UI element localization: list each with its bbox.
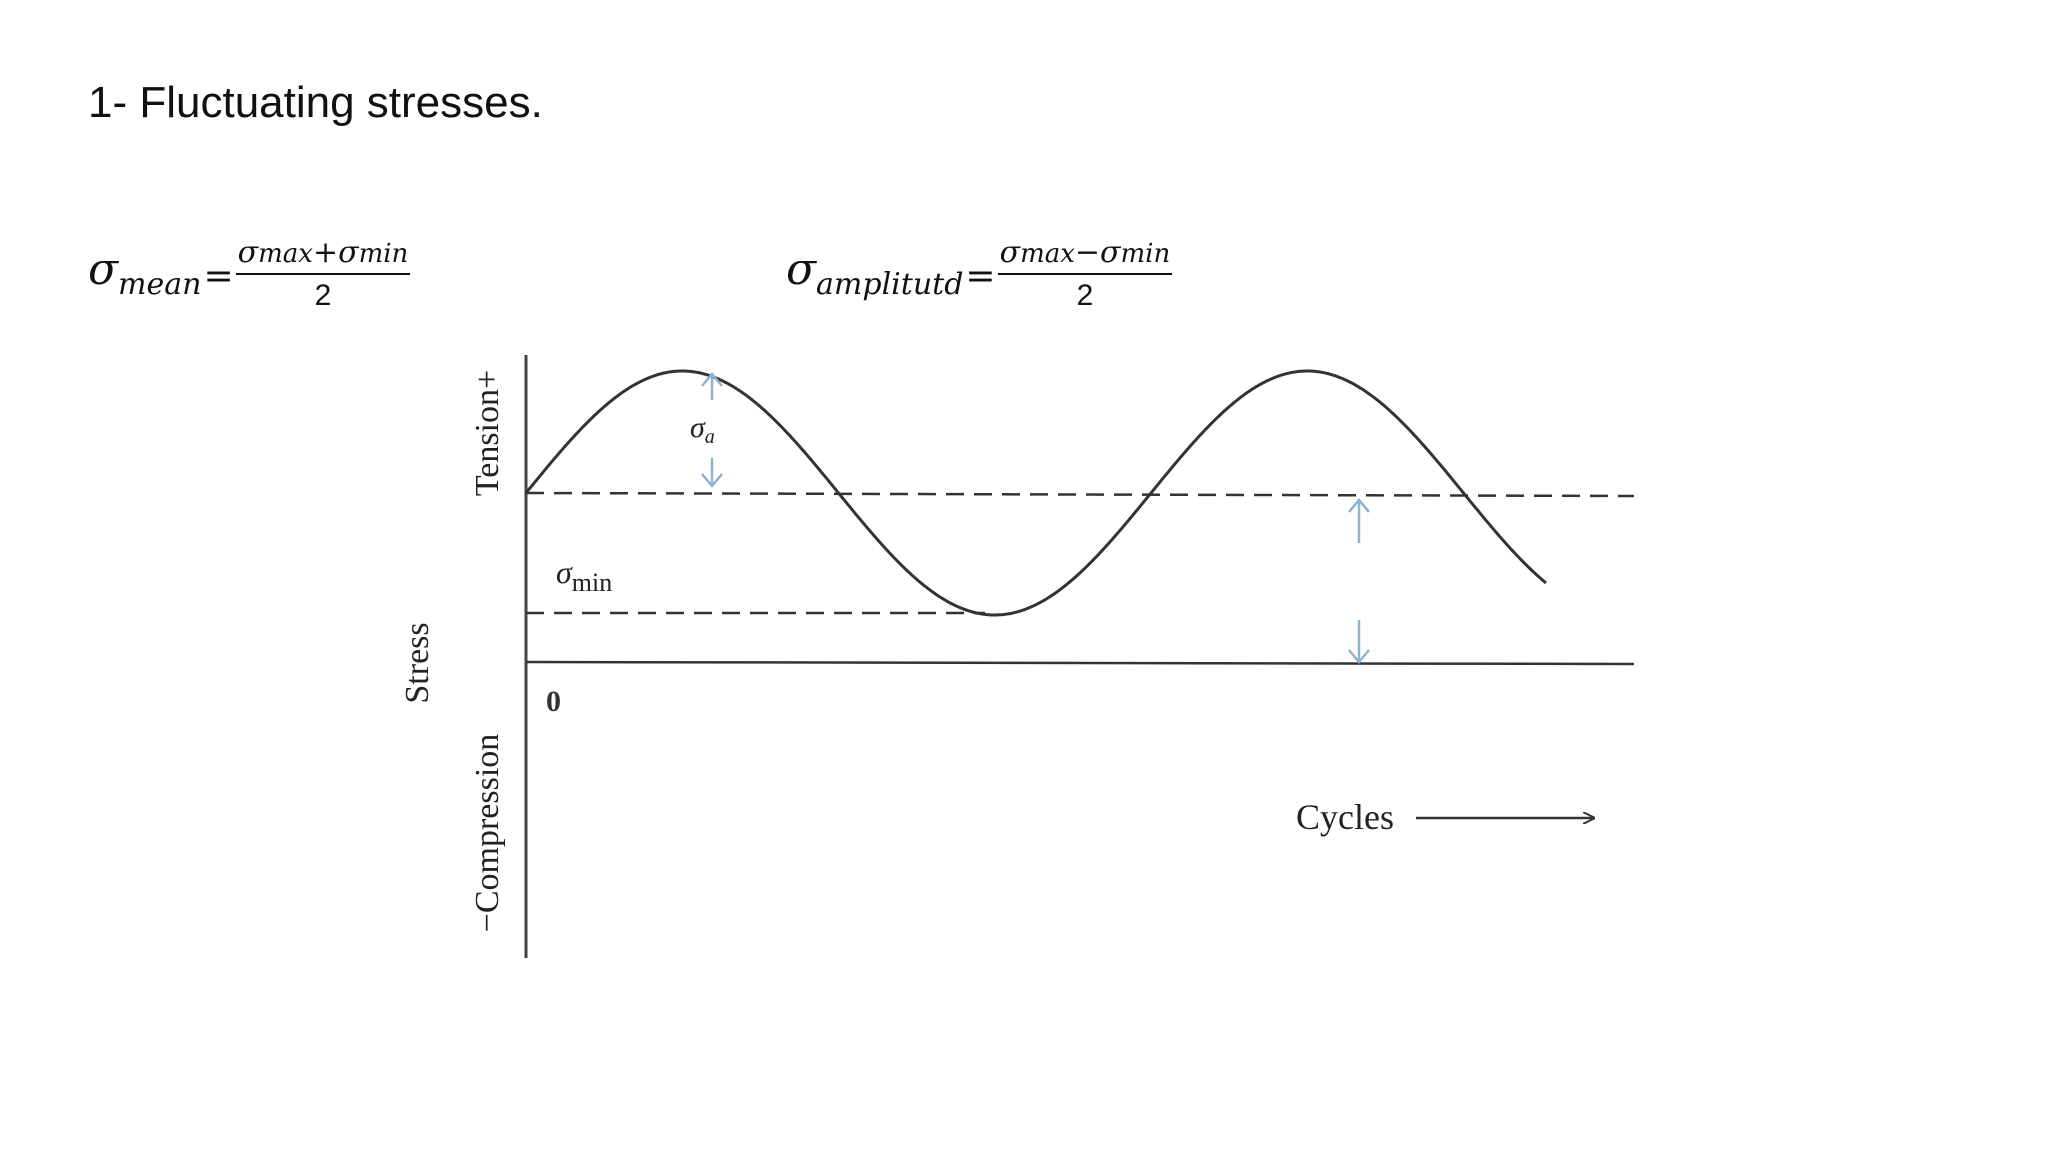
compression-label: −Compression <box>469 734 506 933</box>
slide-title: 1- Fluctuating stresses. <box>88 78 543 127</box>
mean-denominator: 2 <box>314 279 332 312</box>
amp-num-min-sub: min <box>1120 239 1171 269</box>
amp-subscript: amplitutd <box>816 266 964 302</box>
mean-equals-sign: = <box>203 255 234 297</box>
mean-offset-arrow <box>1348 498 1370 664</box>
sigma-a-label: σa <box>690 411 715 448</box>
amp-sigma-symbol: σ <box>786 244 817 295</box>
stress-axis-label: Stress <box>399 622 436 703</box>
amp-numerator: σmax−σmin <box>997 235 1173 275</box>
mean-sigma-symbol: σ <box>88 244 119 295</box>
zero-stress-line <box>525 660 1635 666</box>
amp-num-sigma-max: σ <box>999 235 1021 270</box>
mean-stress-dashed-line <box>525 491 1635 498</box>
origin-label: 0 <box>546 685 561 718</box>
amp-fraction: σmax−σmin 2 <box>997 235 1173 312</box>
stress-cycle-curve <box>524 369 1547 617</box>
cycles-axis-label: Cycles <box>1296 797 1394 837</box>
sigma-a-arrow <box>701 372 723 488</box>
mean-num-min-sub: min <box>358 239 409 269</box>
amp-num-operator: − <box>1074 235 1101 270</box>
mean-num-sigma-min: σ <box>338 235 359 270</box>
amp-denominator: 2 <box>1076 279 1094 312</box>
amplitude-stress-formula: σ amplitutd = σmax−σmin 2 <box>786 232 1173 312</box>
amp-num-max-sub: max <box>1020 239 1075 269</box>
mean-num-sigma-max: σ <box>237 235 259 270</box>
amp-equals-sign: = <box>965 255 996 297</box>
tension-label: Tension+ <box>469 370 506 496</box>
mean-stress-formula: σ mean = σmax+σmin 2 <box>88 232 411 312</box>
mean-num-operator: + <box>312 235 339 270</box>
amp-num-sigma-min: σ <box>1100 235 1121 270</box>
mean-num-max-sub: max <box>258 239 313 269</box>
sigma-min-label: σmin <box>556 554 612 597</box>
mean-fraction: σmax+σmin 2 <box>235 235 411 312</box>
mean-numerator: σmax+σmin <box>235 235 411 275</box>
mean-subscript: mean <box>118 266 202 302</box>
